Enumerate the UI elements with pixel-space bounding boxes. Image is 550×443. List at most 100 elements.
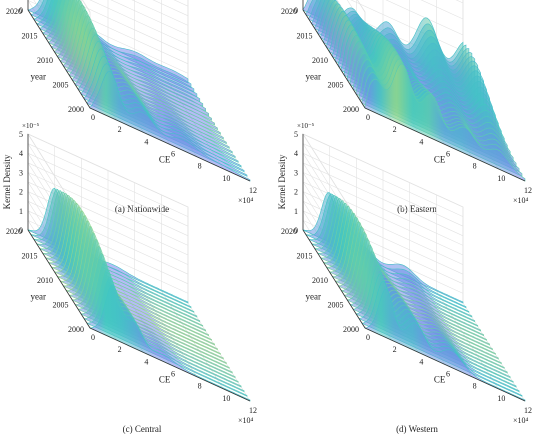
y-tick-label: 2015	[297, 32, 313, 41]
panel-caption: (b) Eastern	[397, 204, 437, 214]
y-axis-line	[302, 229, 366, 329]
x-tick-label: 12	[249, 186, 257, 195]
x-axis-line	[364, 107, 526, 182]
year-density-ribbon	[364, 63, 526, 182]
y-axis-label: year	[306, 292, 322, 302]
x-multiplier-label: ×10⁴	[513, 416, 529, 425]
y-tick-label: 2000	[68, 105, 84, 114]
x-tick-label: 8	[473, 162, 477, 171]
x-tick-label: 10	[497, 394, 505, 403]
x-axis-label: CE	[159, 374, 171, 384]
year-density-ribbon	[305, 193, 467, 309]
year-density-ribbon	[42, 0, 204, 107]
y-tick-label: 2020	[281, 7, 297, 16]
panel-central: 024681012×10⁴CE20002005201020152020year0…	[2, 122, 257, 434]
year-density-ribbon	[89, 70, 251, 182]
y-axis-line	[27, 9, 91, 109]
panel-caption: (d) Western	[396, 424, 438, 434]
x-axis-line	[89, 327, 251, 402]
y-axis-label: year	[31, 292, 47, 302]
z-multiplier-label: ×10⁻⁵	[22, 122, 40, 130]
x-axis-line	[89, 107, 251, 182]
x-tick-label: 12	[524, 186, 532, 195]
year-density-ribbon	[364, 288, 526, 402]
y-axis-line	[27, 229, 91, 329]
z-tick-label: 5	[294, 130, 298, 139]
z-tick-label: 3	[19, 168, 23, 177]
x-tick-label: 0	[366, 333, 370, 342]
z-multiplier-label: ×10⁻⁵	[297, 122, 315, 130]
panel-caption: (c) Central	[123, 424, 162, 434]
z-axis-label: Kernel Density	[277, 154, 287, 209]
x-axis-label: CE	[159, 154, 171, 164]
axes: 024681012×10⁴CE20002005201020152020year0…	[277, 122, 532, 425]
x-tick-label: 2	[393, 125, 397, 134]
grid-line	[161, 290, 224, 389]
y-tick-label: 2020	[6, 227, 22, 236]
year-density-ribbon	[302, 192, 464, 304]
panel-eastern: 024681012×10⁴CE20002005201020152020year0…	[281, 0, 532, 214]
year-density-ribbon	[45, 0, 206, 112]
z-tick-label: 0	[294, 226, 298, 235]
y-tick-label: 2015	[22, 32, 38, 41]
panel-caption: (a) Nationwide	[115, 204, 169, 214]
x-tick-label: 0	[91, 333, 95, 342]
panel-western: 024681012×10⁴CE20002005201020152020year0…	[277, 122, 532, 434]
z-tick-label: 0	[294, 6, 298, 15]
x-axis-line	[364, 327, 526, 402]
density-surface	[27, 187, 251, 402]
z-tick-label: 1	[294, 207, 298, 216]
y-tick-label: 2005	[53, 81, 69, 90]
x-axis-label: CE	[434, 154, 446, 164]
x-axis-label: CE	[434, 374, 446, 384]
y-axis-label: year	[306, 72, 322, 82]
x-tick-label: 6	[171, 370, 175, 379]
panel-nationwide: 024681012×10⁴CE20002005201020152020year0…	[6, 0, 257, 214]
z-tick-label: 3	[294, 168, 298, 177]
z-tick-label: 0	[19, 226, 23, 235]
grid-line	[436, 290, 499, 389]
x-tick-label: 10	[222, 174, 230, 183]
x-tick-label: 0	[366, 113, 370, 122]
y-tick-label: 2000	[68, 325, 84, 334]
y-axis-label: year	[31, 72, 47, 82]
y-tick-label: 2000	[343, 325, 359, 334]
axes: 024681012×10⁴CE20002005201020152020year0…	[281, 0, 532, 205]
x-tick-label: 2	[393, 345, 397, 354]
x-tick-label: 4	[419, 357, 423, 366]
axes: 024681012×10⁴CE20002005201020152020year0…	[2, 122, 257, 425]
x-tick-label: 10	[497, 174, 505, 183]
y-tick-label: 2000	[343, 105, 359, 114]
x-tick-label: 8	[198, 382, 202, 391]
y-tick-label: 2010	[312, 56, 328, 65]
x-multiplier-label: ×10⁴	[238, 416, 254, 425]
z-tick-label: 2	[19, 188, 23, 197]
year-density-ribbon	[33, 0, 195, 93]
year-density-ribbon	[89, 284, 251, 402]
z-tick-label: 5	[19, 130, 23, 139]
y-tick-label: 2005	[328, 81, 344, 90]
x-tick-label: 8	[198, 162, 202, 171]
x-tick-label: 12	[524, 406, 532, 415]
y-tick-label: 2020	[281, 227, 297, 236]
x-tick-label: 6	[446, 370, 450, 379]
y-tick-label: 2010	[312, 276, 328, 285]
y-tick-label: 2015	[297, 252, 313, 261]
x-tick-label: 8	[473, 382, 477, 391]
x-tick-label: 2	[118, 125, 122, 134]
density-surface	[27, 0, 251, 182]
x-tick-label: 4	[144, 137, 148, 146]
x-tick-label: 2	[118, 345, 122, 354]
z-tick-label: 2	[294, 188, 298, 197]
y-tick-label: 2020	[6, 7, 22, 16]
y-tick-label: 2005	[328, 301, 344, 310]
x-multiplier-label: ×10⁴	[238, 196, 254, 205]
year-density-ribbon	[27, 187, 189, 304]
y-tick-label: 2010	[37, 56, 53, 65]
z-tick-label: 0	[19, 6, 23, 15]
x-tick-label: 4	[419, 137, 423, 146]
z-axis-label: Kernel Density	[2, 154, 12, 209]
x-tick-label: 12	[249, 406, 257, 415]
density-surface	[302, 192, 526, 402]
